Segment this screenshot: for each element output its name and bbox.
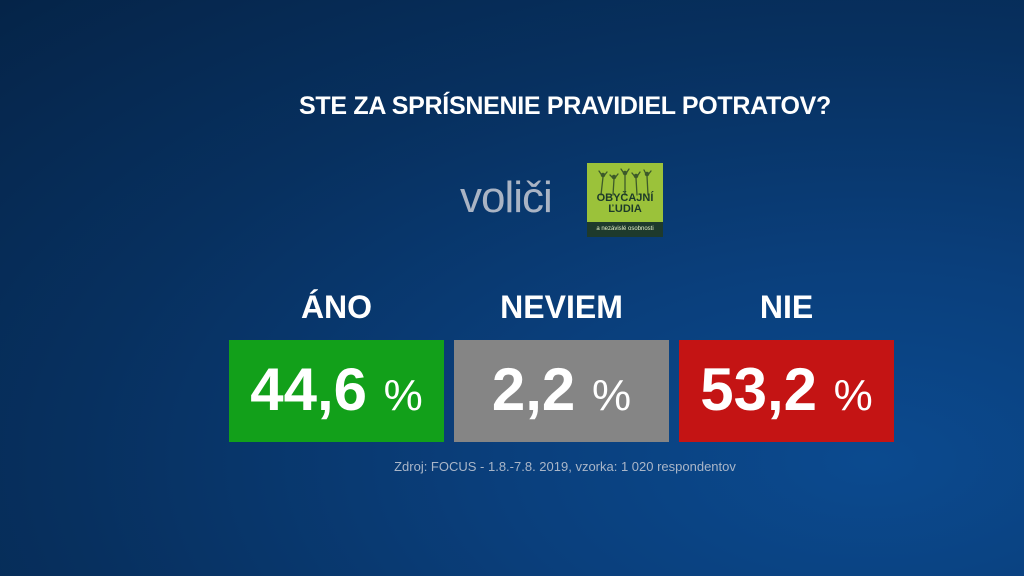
result-box xyxy=(679,340,894,442)
poll-title: STE ZA SPRÍSNENIE PRAVIDIEL POTRATOV? xyxy=(298,92,832,120)
voters-label: voliči xyxy=(460,173,553,222)
people-figures-icon xyxy=(598,168,652,196)
category-label: NEVIEM xyxy=(500,289,623,325)
category-label: ÁNO xyxy=(301,289,372,325)
result-box xyxy=(229,340,444,442)
party-logo: OBYČAJNÍ ĽUDIA a nezávislé osobnosti xyxy=(587,163,663,237)
value-label: 53,2 % xyxy=(700,356,873,423)
party-name: OBYČAJNÍ ĽUDIA xyxy=(596,192,654,215)
party-subtitle: a nezávislé osobnosti xyxy=(587,222,663,237)
category-label: NIE xyxy=(760,289,813,325)
result-box xyxy=(454,340,669,442)
source-note: Zdroj: FOCUS - 1.8.-7.8. 2019, vzorka: 1… xyxy=(394,459,736,474)
value-label: 44,6 % xyxy=(250,356,423,423)
value-label: 2,2 % xyxy=(492,356,631,423)
